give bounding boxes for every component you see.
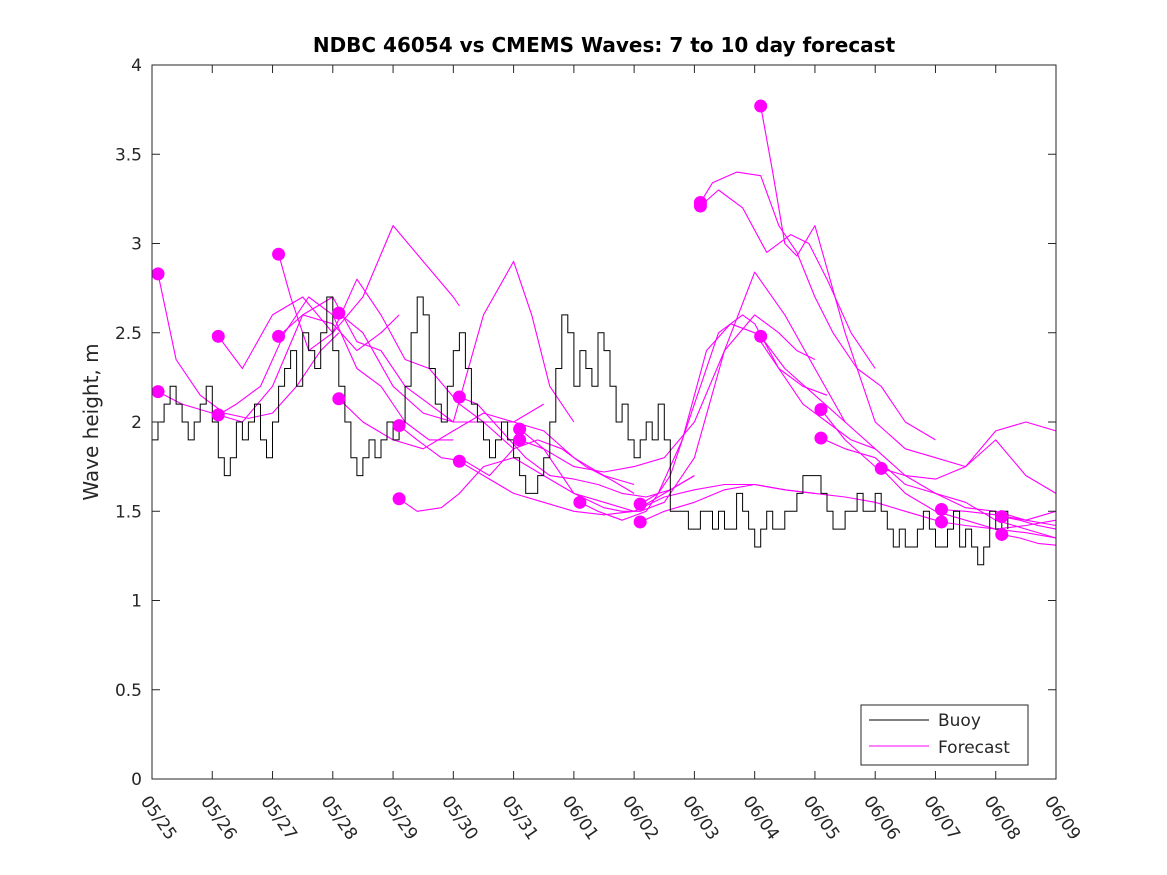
forecast-line-15 — [579, 314, 828, 521]
forecast-start-point-24 — [874, 461, 888, 475]
forecast-line-19 — [700, 189, 876, 369]
forecast-start-markers — [151, 99, 1009, 541]
forecast-line-14 — [519, 314, 816, 473]
buoy-line — [152, 296, 1009, 566]
chart-title: NDBC 46054 vs CMEMS Waves: 7 to 10 day f… — [313, 33, 896, 57]
forecast-line-8 — [338, 398, 635, 486]
forecast-start-point-25 — [934, 502, 948, 516]
forecast-start-point-23 — [814, 431, 828, 445]
forecast-line-20 — [760, 106, 1057, 468]
forecast-start-point-8 — [332, 392, 346, 406]
forecast-start-point-26 — [934, 515, 948, 529]
legend-box — [860, 704, 1029, 766]
forecast-start-point-4 — [211, 408, 225, 422]
forecast-start-point-11 — [452, 390, 466, 404]
forecast-line-13 — [519, 271, 846, 512]
forecast-line-24 — [880, 468, 1057, 530]
forecast-start-point-6 — [272, 329, 286, 343]
forecast-line-11 — [459, 396, 695, 498]
y-tick-label: 2 — [131, 413, 142, 433]
y-tick-label: 1.5 — [115, 502, 142, 522]
forecast-line-2 — [157, 314, 400, 423]
forecast-start-point-16 — [633, 497, 647, 511]
y-tick-label: 0.5 — [115, 681, 142, 701]
y-axis-label: Wave height, m — [79, 343, 103, 500]
forecast-line-17 — [639, 483, 936, 523]
forecast-start-point-14 — [513, 433, 527, 447]
forecast-start-point-15 — [573, 495, 587, 509]
legend: Buoy Forecast — [860, 704, 1029, 766]
forecast-start-point-12 — [452, 454, 466, 468]
plot-area — [152, 65, 1056, 779]
forecast-start-point-1 — [151, 267, 165, 281]
y-tick-label: 4 — [131, 56, 142, 76]
forecast-start-point-2 — [151, 385, 165, 399]
forecast-line-27 — [1001, 516, 1057, 530]
forecast-line-23 — [820, 437, 1057, 527]
forecast-start-point-3 — [211, 329, 225, 343]
y-tick-label: 0 — [131, 770, 142, 790]
forecast-start-point-27 — [995, 510, 1009, 524]
y-tick-label: 1 — [131, 592, 142, 612]
forecast-line-22 — [820, 409, 1057, 494]
forecast-start-point-9 — [392, 419, 406, 433]
forecast-line-3 — [217, 225, 460, 370]
legend-buoy-label: Buoy — [938, 711, 981, 731]
legend-forecast-label: Forecast — [938, 738, 1010, 758]
forecast-start-point-5 — [272, 247, 286, 261]
y-tick-label: 2.5 — [115, 324, 142, 344]
forecast-start-point-28 — [995, 527, 1009, 541]
forecast-start-point-20 — [754, 99, 768, 113]
forecast-line-18 — [699, 171, 936, 441]
forecast-start-point-7 — [332, 306, 346, 320]
forecast-line-1 — [157, 273, 340, 419]
forecast-start-point-17 — [633, 515, 647, 529]
forecast-start-point-10 — [392, 492, 406, 506]
forecast-start-point-21 — [754, 329, 768, 343]
forecast-start-point-22 — [814, 403, 828, 417]
plot-lines — [152, 106, 1057, 566]
forecast-line-28 — [1001, 533, 1057, 546]
y-tick-label: 3.5 — [115, 145, 142, 165]
forecast-start-point-19 — [693, 199, 707, 213]
y-tick-label: 3 — [131, 235, 142, 255]
forecast-start-point-13 — [513, 422, 527, 436]
